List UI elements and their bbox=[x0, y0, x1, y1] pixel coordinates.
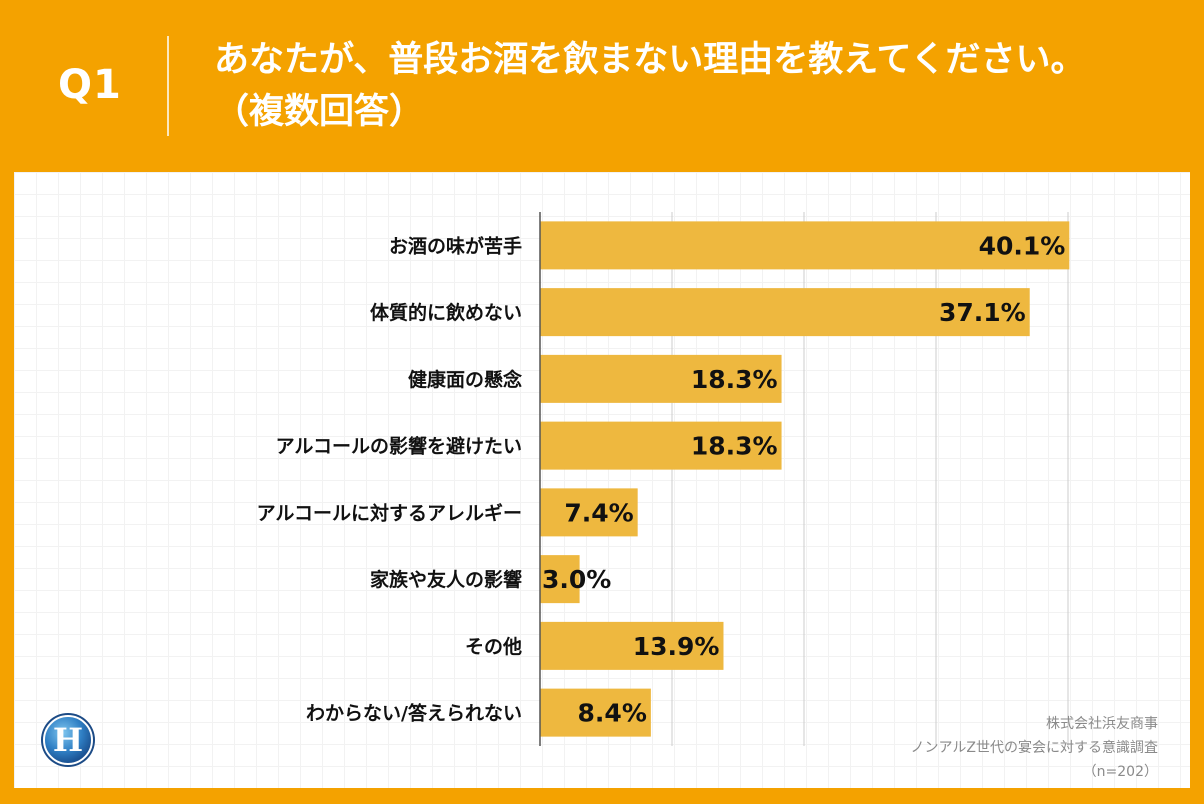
value-label: 13.9% bbox=[633, 632, 720, 661]
bar bbox=[540, 488, 638, 537]
category-label: お酒の味が苦手 bbox=[389, 234, 522, 257]
category-label: その他 bbox=[465, 635, 522, 658]
value-label: 18.3% bbox=[691, 432, 778, 461]
bar bbox=[540, 221, 1070, 270]
value-label: 7.4% bbox=[564, 498, 633, 527]
question-title-line1: あなたが、普段お酒を飲まない理由を教えてください。 bbox=[214, 40, 1086, 80]
question-title-line2: （複数回答） bbox=[214, 92, 425, 132]
source-note: 株式会社浜友商事 ノンアルZ世代の宴会に対する意識調査 （n=202） bbox=[911, 712, 1158, 784]
value-label: 37.1% bbox=[939, 298, 1026, 327]
value-label: 40.1% bbox=[979, 231, 1066, 260]
value-label: 8.4% bbox=[578, 699, 647, 728]
source-survey: ノンアルZ世代の宴会に対する意識調査 bbox=[910, 740, 1158, 756]
category-label: アルコールの影響を避けたい bbox=[276, 435, 522, 458]
value-label: 18.3% bbox=[691, 365, 778, 394]
bar bbox=[540, 688, 651, 737]
bar bbox=[540, 555, 580, 604]
category-label: アルコールに対するアレルギー bbox=[257, 501, 522, 524]
bar bbox=[540, 421, 782, 470]
question-number: Q1 bbox=[58, 62, 122, 108]
bar bbox=[540, 621, 724, 670]
category-label: 健康面の懸念 bbox=[408, 368, 522, 391]
company-logo-icon: H bbox=[41, 713, 95, 767]
source-sample: （n=202） bbox=[1082, 764, 1158, 780]
bar bbox=[540, 288, 1030, 337]
header: Q1 あなたが、普段お酒を飲まない理由を教えてください。 （複数回答） bbox=[0, 0, 1204, 170]
logo-letter: H bbox=[53, 721, 83, 759]
bar bbox=[540, 354, 782, 403]
value-labels: 40.1% 37.1% 18.3% 18.3% 7.4% 3.0% 13.9% 8.4% bbox=[542, 231, 1065, 727]
source-company: 株式会社浜友商事 bbox=[1046, 716, 1158, 732]
bars bbox=[540, 221, 1070, 737]
category-label: わからない/答えられない bbox=[306, 702, 522, 725]
category-labels: お酒の味が苦手体質的に飲めない健康面の懸念アルコールの影響を避けたいアルコールに… bbox=[257, 234, 522, 724]
category-label: 家族や友人の影響 bbox=[370, 568, 522, 591]
category-label: 体質的に飲めない bbox=[370, 301, 522, 324]
header-divider bbox=[167, 36, 169, 136]
question-title: あなたが、普段お酒を飲まない理由を教えてください。 （複数回答） bbox=[214, 34, 1174, 138]
value-label: 3.0% bbox=[542, 565, 611, 594]
chart-panel bbox=[14, 172, 1190, 788]
